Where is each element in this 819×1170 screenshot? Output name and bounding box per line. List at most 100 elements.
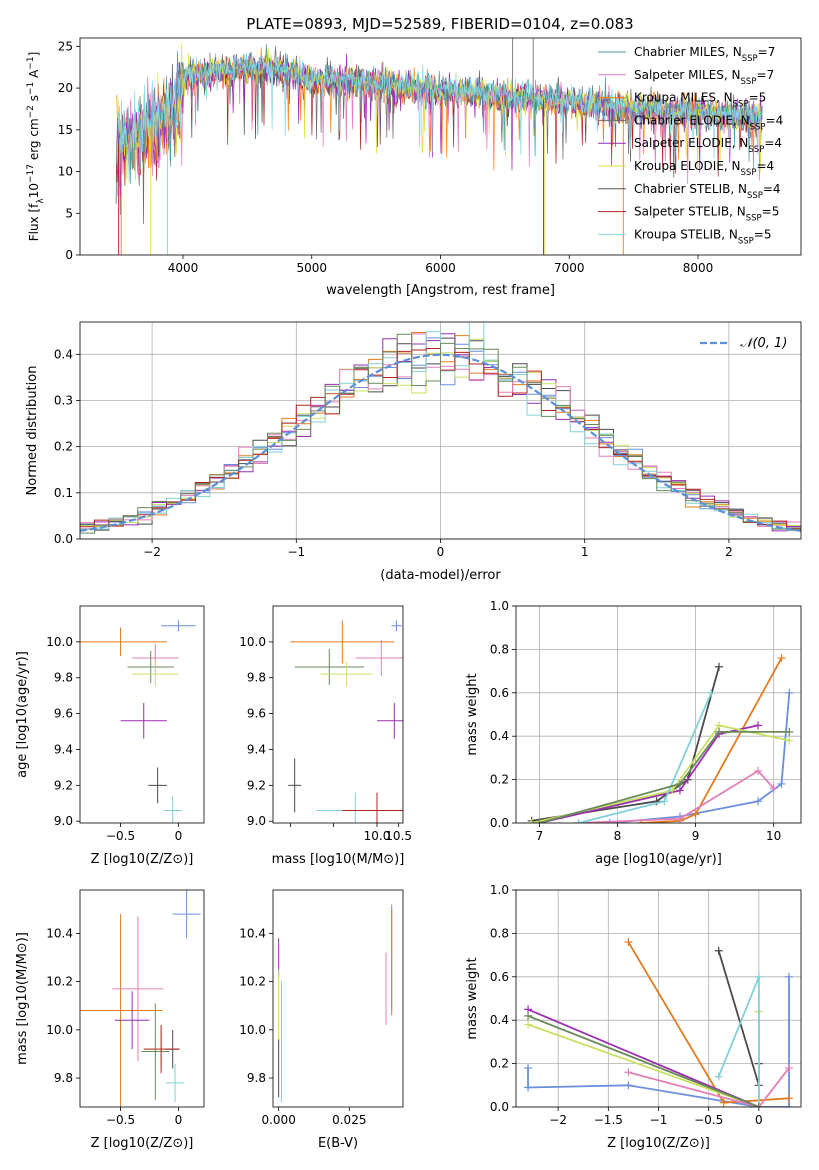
histogram-series-green [80, 333, 801, 534]
massweight-marker [524, 1083, 533, 1092]
y-tick-label: 9.4 [54, 742, 73, 756]
x-tick-label: −1 [287, 545, 305, 559]
axes-frame [272, 605, 404, 824]
massweight-marker [714, 946, 723, 955]
x-tick-label: 7000 [554, 261, 585, 275]
x-tick-label: 4000 [168, 261, 199, 275]
legend-label: Chabrier ELODIE, NSSP=4 [634, 113, 783, 132]
y-tick-label: 0.1 [54, 486, 73, 500]
massweight-vs-z-plot [524, 938, 793, 1107]
legend-text: Salpeter STELIB, N [634, 205, 746, 219]
massweight-marker [707, 688, 716, 697]
axes-frame [79, 605, 205, 824]
massweight-marker [719, 1098, 728, 1107]
x-axis-label: (data-model)/error [380, 568, 501, 583]
axes-frame [79, 37, 802, 256]
y-axis-label: mass [log10(M/M⊙)] [15, 932, 30, 1065]
massweight-marker [675, 779, 684, 788]
axes-frame [79, 321, 802, 540]
x-tick-label: 0 [175, 829, 183, 843]
massweight-marker [754, 1103, 763, 1107]
legend-tail: =5 [754, 227, 772, 241]
legend-text: Kroupa MILES, N [634, 91, 733, 105]
y-label-part: λ [36, 198, 46, 204]
age-vs-z-axes: −0.5 0 9.0 9.2 9.4 9.6 9.8 10.0 [46, 635, 182, 843]
x-axis-label: age [log10(age/yr)] [595, 852, 722, 867]
y-tick-label: 10.0 [239, 1023, 266, 1037]
y-tick-label: 10.2 [239, 975, 266, 989]
y-tick-label: 0.8 [490, 926, 509, 940]
y-label-part: Flux [f [27, 203, 41, 241]
legend-sub: SSP [750, 122, 766, 132]
massweight-marker [524, 1020, 533, 1029]
x-tick-label: 0.000 [261, 1113, 295, 1127]
y-tick-label: 0.4 [490, 1013, 509, 1027]
y-axis-label: Normed distribution [25, 366, 40, 496]
legend-label: 𝒩(0, 1) [740, 336, 787, 351]
legend-tail: =4 [763, 182, 781, 196]
x-tick-label: −1 [650, 1113, 668, 1127]
y-label-part: −2 [26, 105, 36, 118]
x-tick-label: 0 [437, 545, 445, 559]
y-label-part: −17 [26, 164, 36, 183]
y-tick-label: 10.0 [239, 635, 266, 649]
axes-frame [79, 889, 205, 1108]
y-tick-label: 9.8 [247, 671, 266, 685]
mass-vs-ebv-axes: 0.000 0.025 9.8 10.0 10.2 10.4 [239, 926, 366, 1127]
massweight-marker [715, 727, 724, 736]
y-axis-label: mass weight [465, 673, 480, 755]
y-tick-label: 0.2 [54, 440, 73, 454]
legend-label: Kroupa ELODIE, NSSP=4 [634, 159, 774, 178]
massweight-line-pink [628, 1067, 790, 1107]
y-tick-label: 9.8 [54, 1071, 73, 1085]
massweight-line-green [539, 731, 790, 823]
x-tick-label: 10.0 [364, 829, 391, 843]
legend-tail: =7 [758, 45, 776, 59]
y-tick-label: 9.8 [54, 671, 73, 685]
massweight-vs-z-axes: −2 −1.5 −1 −0.5 0 0.0 0.2 0.4 0.6 0.8 1.0 [490, 883, 801, 1127]
y-tick-label: 0.6 [490, 970, 509, 984]
massweight-marker [624, 938, 633, 947]
plot-layer: 4000 5000 6000 7000 80000510152025wavelength… [15, 37, 802, 1151]
massweight-marker [785, 727, 794, 736]
legend-sub: SSP [741, 77, 757, 87]
x-tick-label: 0 [175, 1113, 183, 1127]
legend-label: Chabrier MILES, NSSP=7 [634, 45, 775, 64]
massweight-marker [524, 1011, 533, 1020]
x-axis-label: mass [log10(M/M⊙)] [272, 852, 405, 867]
spectrum-plot [115, 38, 763, 255]
y-tick-label: 1.0 [490, 883, 509, 897]
y-axis-label: Flux [fλ10−17 erg cm−2 s−1 A−1] [26, 52, 46, 242]
legend-label: Salpeter ELODIE, NSSP=4 [634, 136, 782, 155]
massweight-marker [527, 819, 536, 823]
legend-tail: =7 [756, 68, 774, 82]
massweight-marker [605, 819, 614, 823]
normal-curve [80, 353, 801, 532]
x-axis-label: Z [log10(Z/Z⊙)] [91, 1136, 194, 1151]
legend-tail: =4 [756, 159, 774, 173]
massweight-marker [754, 797, 763, 806]
y-label-part: 10 [27, 183, 41, 198]
legend-tail: =5 [762, 205, 780, 219]
massweight-marker [524, 1063, 533, 1072]
legend-text: Salpeter MILES, N [634, 68, 741, 82]
x-axis-label: E(B-V) [318, 1136, 358, 1151]
mass-vs-z-axes: −0.5 0 9.8 10.0 10.2 10.4 [46, 926, 182, 1127]
massweight-line-cyan [717, 976, 760, 1107]
y-tick-label: 9.4 [247, 742, 266, 756]
x-tick-label: 8 [614, 829, 622, 843]
legend-sub: SSP [747, 191, 763, 201]
x-tick-label: 0 [755, 1113, 763, 1127]
mass-vs-z-plot [80, 890, 201, 1107]
y-tick-label: 0.0 [490, 816, 509, 830]
y-tick-label: 9.2 [247, 778, 266, 792]
y-tick-label: 0.0 [490, 1100, 509, 1114]
massweight-vs-age-plot [527, 654, 794, 823]
massweight-marker [769, 784, 778, 793]
massweight-marker [691, 810, 700, 819]
massweight-line-lime [531, 724, 790, 823]
massweight-line-pink [578, 769, 775, 823]
x-tick-label: −2 [143, 545, 161, 559]
